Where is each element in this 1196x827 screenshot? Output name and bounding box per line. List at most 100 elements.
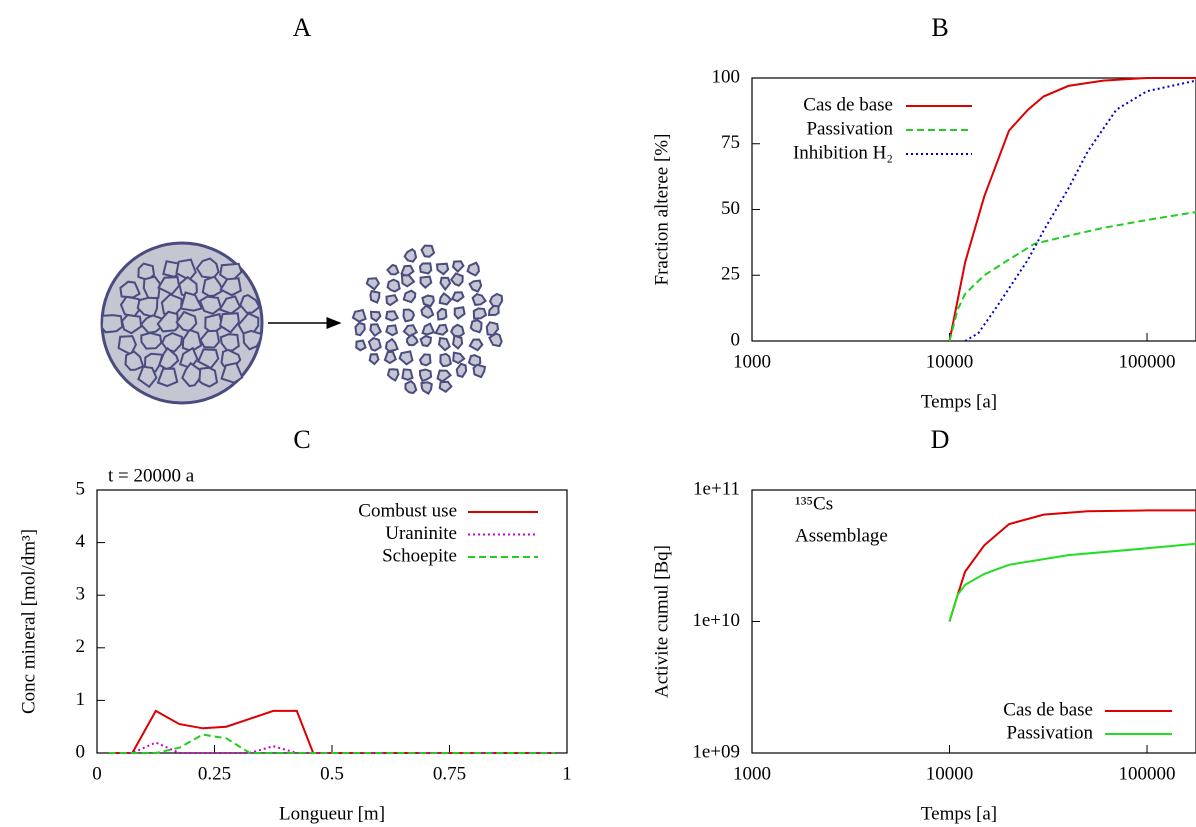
y-tick-label: 1 [76,689,86,710]
fragment [438,292,453,306]
fragment [455,362,468,378]
fragment [419,334,432,348]
series-line [948,542,1196,622]
fragment [386,368,400,382]
fragment [420,244,436,258]
grain [218,295,242,315]
grain [239,293,261,314]
grain [198,295,223,315]
panel-title: B [931,13,948,42]
grain [161,332,184,353]
fragment [386,263,400,276]
fragment [403,247,418,263]
fragment [434,323,449,336]
fragment [450,323,465,338]
chart: D 1e+09 1e+10 1e+11 1000 10000 100000 Temps [a]… [651,425,1196,824]
fragment [451,260,465,274]
fragment [471,292,487,306]
fragment [488,292,504,308]
y-tick-label: 3 [76,584,86,605]
grain [156,310,179,333]
fragment [450,291,465,303]
grain [181,361,203,388]
x-tick-label: 0 [92,763,102,784]
panel-title: A [293,13,312,42]
grain [179,291,204,312]
annotation: ¹³⁵Cs [795,493,833,514]
fragment [466,261,480,277]
fragment [384,310,400,322]
fragment [469,319,483,334]
fragment [435,262,450,276]
legend-label: Combust use [358,500,457,521]
x-tick-label: 10000 [926,763,974,784]
fragment [386,278,401,293]
series-line [948,77,1196,342]
fragment [468,338,484,352]
grain [156,367,179,388]
fragment [420,304,435,320]
y-tick-label: 1e+11 [693,478,740,499]
x-tick-label: 1 [562,763,572,784]
grain [242,329,263,351]
y-tick-label: 0 [731,329,741,350]
fragment [472,363,487,379]
fragment [355,339,367,352]
fragment [402,308,415,323]
x-tick-label: 100000 [1119,351,1176,372]
y-tick-label: 1e+09 [692,741,740,762]
x-axis-label: Longueur [m] [279,803,385,824]
fragment [368,353,380,366]
grain [199,329,221,349]
fragment [487,304,500,317]
grain [137,365,158,389]
legend-label: Cas de base [803,94,893,115]
x-tick-label: 0.75 [433,763,466,784]
fragment [369,310,382,323]
fragment [404,379,418,395]
fragment [437,336,451,352]
fragment [385,324,399,337]
y-tick-label: 100 [712,66,741,87]
fragment [402,289,417,304]
fragment [400,274,416,288]
grain [100,314,124,334]
fragment [438,380,453,393]
x-tick-label: 0.5 [320,763,344,784]
grain [219,333,240,352]
fragment [439,276,452,292]
fragment [402,324,419,338]
fragment [468,279,483,293]
fragment [401,368,414,381]
fragment [488,332,503,348]
x-tick-label: 10000 [926,351,974,372]
legend-label: Schoepite [382,545,457,566]
grain [219,277,242,297]
fragment [369,289,381,304]
fragment [421,322,436,336]
fragment [436,307,448,321]
fragment [384,337,399,353]
fragment [439,352,452,368]
y-axis-label: Conc mineral [mol/dm³] [18,529,39,714]
x-tick-label: 100000 [1119,763,1176,784]
fragment [365,277,381,291]
grain [157,276,181,296]
grain [197,348,220,370]
y-axis-label: Activite cumul [Bq] [651,545,672,698]
fragment [418,368,433,383]
annotation: t = 20000 a [108,465,195,486]
fragment [418,353,432,367]
y-tick-label: 50 [721,198,740,219]
series-line [108,733,556,754]
y-axis-label: Fraction alteree [%] [651,134,672,286]
grain [201,275,225,298]
fragment [398,350,414,366]
series-line [964,79,1196,342]
fragment [385,294,399,307]
fragment [419,275,433,289]
legend-label: Passivation [1006,722,1093,743]
series-line [108,741,556,754]
fragment [354,321,366,337]
